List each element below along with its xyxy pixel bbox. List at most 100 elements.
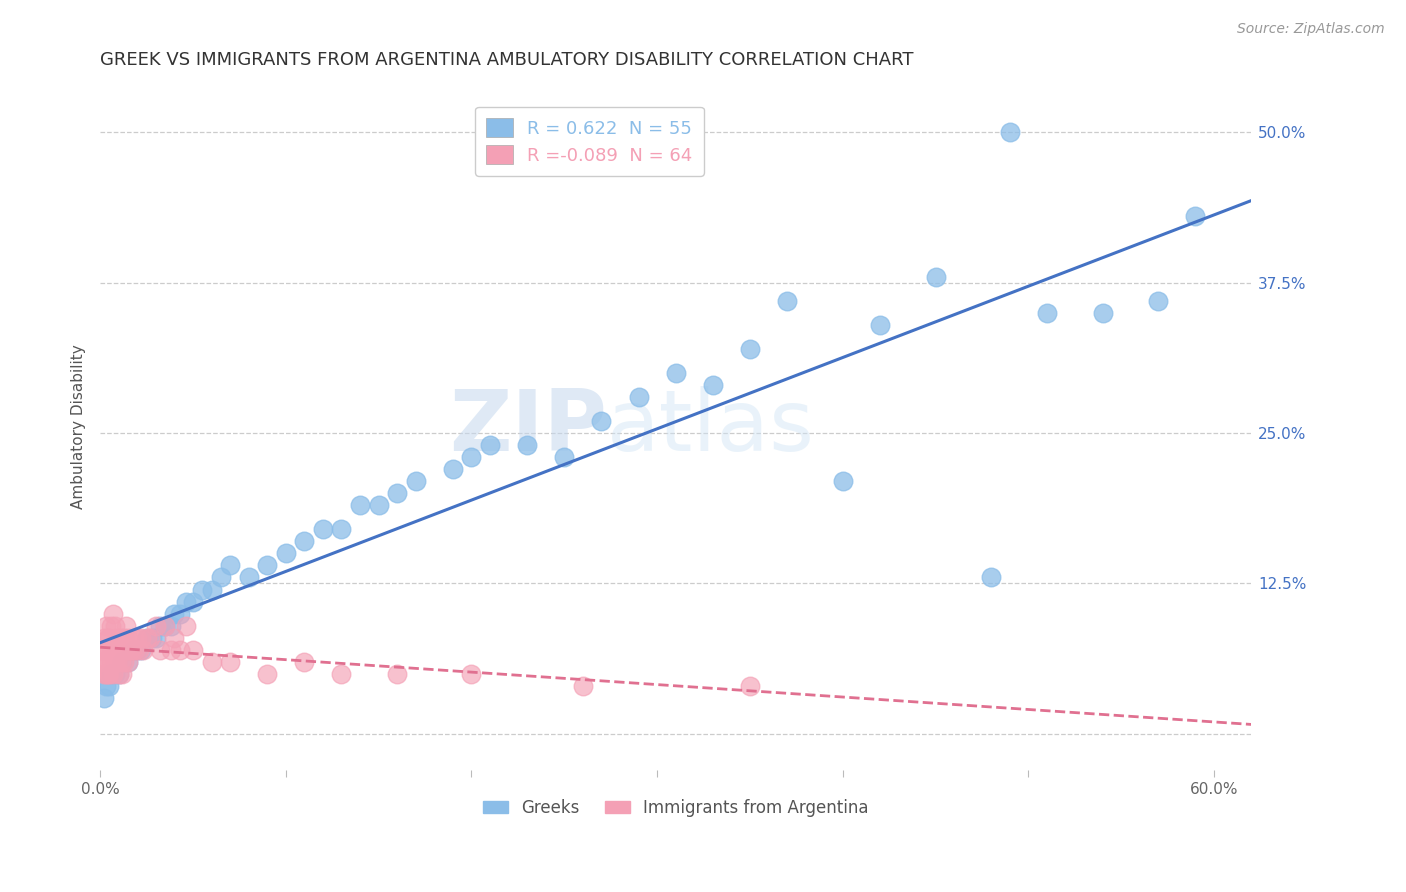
Point <box>96 655 118 669</box>
Point <box>98 666 121 681</box>
Point <box>998 125 1021 139</box>
Point <box>128 642 150 657</box>
Y-axis label: Ambulatory Disability: Ambulatory Disability <box>72 344 86 509</box>
Point <box>869 318 891 332</box>
Point <box>111 655 134 669</box>
Point <box>132 642 155 657</box>
Point <box>460 666 482 681</box>
Point <box>101 666 124 681</box>
Point <box>174 594 197 608</box>
Point <box>112 631 135 645</box>
Point <box>91 642 114 657</box>
Point <box>200 582 222 597</box>
Point <box>665 366 688 380</box>
Point <box>516 438 538 452</box>
Point <box>96 666 118 681</box>
Point <box>153 618 176 632</box>
Point <box>292 534 315 549</box>
Point <box>312 522 335 536</box>
Point <box>124 642 146 657</box>
Point <box>107 642 129 657</box>
Point <box>101 607 124 621</box>
Point <box>256 666 278 681</box>
Point <box>256 558 278 573</box>
Point <box>141 631 163 645</box>
Point <box>148 618 170 632</box>
Point <box>129 642 152 657</box>
Point <box>553 450 575 464</box>
Point <box>107 666 129 681</box>
Point <box>980 570 1002 584</box>
Point <box>367 498 389 512</box>
Point <box>153 618 176 632</box>
Point <box>105 631 128 645</box>
Point <box>831 474 853 488</box>
Point <box>93 666 115 681</box>
Point <box>274 546 297 560</box>
Point <box>127 631 149 645</box>
Text: GREEK VS IMMIGRANTS FROM ARGENTINA AMBULATORY DISABILITY CORRELATION CHART: GREEK VS IMMIGRANTS FROM ARGENTINA AMBUL… <box>100 51 914 69</box>
Legend: Greeks, Immigrants from Argentina: Greeks, Immigrants from Argentina <box>477 792 875 823</box>
Point <box>209 570 232 584</box>
Point <box>219 558 242 573</box>
Point <box>100 618 122 632</box>
Point <box>163 607 186 621</box>
Point <box>127 642 149 657</box>
Point <box>107 666 129 681</box>
Point <box>1147 293 1170 308</box>
Point <box>110 631 132 645</box>
Point <box>100 655 122 669</box>
Point <box>924 269 946 284</box>
Point <box>460 450 482 464</box>
Point <box>776 293 799 308</box>
Point <box>91 655 114 669</box>
Point <box>93 655 115 669</box>
Point <box>104 655 127 669</box>
Point <box>169 607 191 621</box>
Point <box>572 679 595 693</box>
Point <box>100 666 122 681</box>
Point <box>479 438 502 452</box>
Point <box>385 666 408 681</box>
Point <box>118 642 141 657</box>
Point <box>145 618 167 632</box>
Point <box>98 631 121 645</box>
Point <box>159 642 181 657</box>
Point <box>94 666 117 681</box>
Point <box>122 631 145 645</box>
Point <box>148 642 170 657</box>
Point <box>110 655 132 669</box>
Point <box>181 642 204 657</box>
Point <box>627 390 650 404</box>
Point <box>111 666 134 681</box>
Point <box>101 642 124 657</box>
Point <box>98 679 121 693</box>
Point <box>191 582 214 597</box>
Point <box>591 414 613 428</box>
Point <box>122 642 145 657</box>
Point <box>738 679 761 693</box>
Point <box>330 522 353 536</box>
Point <box>738 342 761 356</box>
Point <box>112 655 135 669</box>
Point <box>117 655 139 669</box>
Point <box>129 631 152 645</box>
Point <box>96 631 118 645</box>
Point <box>330 666 353 681</box>
Point <box>93 631 115 645</box>
Text: Source: ZipAtlas.com: Source: ZipAtlas.com <box>1237 22 1385 37</box>
Point <box>117 655 139 669</box>
Point <box>1184 210 1206 224</box>
Point <box>219 655 242 669</box>
Point <box>159 618 181 632</box>
Point <box>292 655 315 669</box>
Point <box>104 666 127 681</box>
Point <box>385 486 408 500</box>
Point <box>115 618 138 632</box>
Point <box>104 642 127 657</box>
Point <box>94 642 117 657</box>
Point <box>405 474 427 488</box>
Point <box>98 642 121 657</box>
Point <box>135 631 157 645</box>
Point <box>105 655 128 669</box>
